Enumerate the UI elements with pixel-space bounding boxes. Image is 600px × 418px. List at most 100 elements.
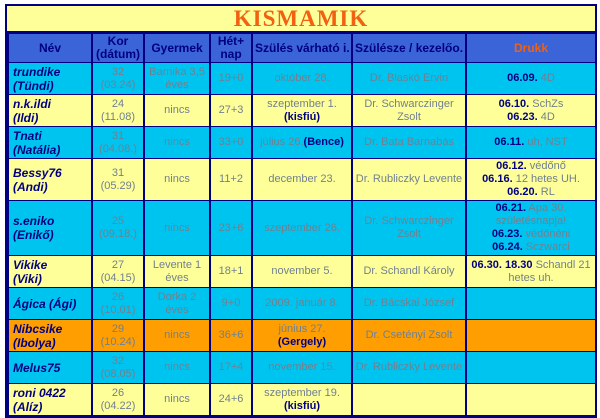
cell-text: (11.08) [100, 110, 136, 123]
column-header-szulesze: Szülésze / kezelőo. [351, 33, 467, 63]
cell-text: Tnati (Natália) [13, 128, 61, 157]
cell-text: (Ildi) [13, 110, 39, 125]
highlighted-text: 06.16. [482, 173, 513, 185]
cell-text: június 27. [278, 322, 326, 335]
cell-text: RL [537, 186, 555, 198]
child-cell: nincs [143, 319, 211, 352]
cell-text: n.k.ildi [13, 96, 52, 111]
drukk-cell: 06.21. Apa 30. születésnapja! 06.23. védő… [465, 200, 597, 256]
highlighted-text: (kisfiú) [283, 399, 321, 412]
child-cell: nincs [143, 158, 211, 201]
drukk-cell [465, 383, 597, 416]
child-cell: Barnika 3,5 éves [143, 62, 211, 95]
due-date-cell: szeptember 26. [251, 200, 353, 256]
column-header-kor: Kor (dátum) [91, 33, 145, 63]
child-cell: Dorka 2 éves [143, 287, 211, 320]
week-day-cell: 33+0 [209, 126, 253, 159]
kismamik-table: Név Kor (dátum) Gyermek Hét+ nap Szülés … [7, 33, 597, 416]
child-cell: nincs [143, 126, 211, 159]
table-row: Tnati (Natália) 31 (04.08.) nincs 33+0 július… [7, 126, 597, 159]
doctor-cell: Dr. Bácskai József [351, 287, 467, 320]
drukk-cell: 06.10. SchZs 06.23. 4D [465, 94, 597, 127]
table-row: Melus75 32 (08.05) nincs 17+4 november 15. Dr.… [7, 351, 597, 384]
name-cell: s.eniko (Enikő) [7, 200, 93, 256]
child-cell: nincs [143, 351, 211, 384]
cell-text: Schandl 21 hetes uh. [508, 258, 591, 284]
due-date-cell: 2009. január 8. [251, 287, 353, 320]
doctor-cell: Dr. Csetényi Zsolt [351, 319, 467, 352]
cell-text: Ágica (Ági) [13, 296, 77, 311]
name-cell: trundike (Tündi) [7, 62, 93, 95]
due-date-cell: június 27. (Gergely) [251, 319, 353, 352]
highlighted-text: 06.12. [496, 160, 527, 172]
cell-text: 26 [111, 290, 125, 303]
week-day-cell: 23+6 [209, 200, 253, 256]
cell-text: (09.18.) [99, 228, 137, 240]
highlighted-text: 06.20. [507, 186, 538, 198]
doctor-cell [351, 383, 467, 416]
highlighted-text: 06.23. [491, 228, 523, 240]
name-cell: Bessy76 (Andi) [7, 158, 93, 201]
doctor-cell: Dr. Schandl Károly [351, 255, 467, 288]
drukk-cell [465, 287, 597, 320]
age-date-cell: 31 (05.29) [91, 158, 145, 201]
cell-text: november 5. [271, 265, 333, 277]
age-date-cell: 27 (04.15) [91, 255, 145, 288]
table-body: trundike (Tündi) 32 (03.24) Barnika 3,5 éves… [7, 62, 597, 416]
name-cell: Vikike (Viki) [7, 255, 93, 288]
table-row: n.k.ildi (Ildi) 24 (11.08) nincs 27+3 szeptemb… [7, 94, 597, 127]
cell-text: (Alíz) [13, 399, 43, 414]
highlighted-text: (Bence) [303, 136, 344, 148]
cell-text: Vikike [13, 257, 48, 272]
age-date-cell: 31 (04.08.) [91, 126, 145, 159]
cell-text: Sczwarci [522, 241, 570, 253]
week-day-cell: 18+1 [209, 255, 253, 288]
cell-text: 29 [111, 322, 125, 335]
cell-text: 4D [537, 72, 555, 84]
cell-text: trundike [13, 64, 61, 79]
highlighted-text: 06.24. [492, 241, 523, 253]
child-cell: Levente 1 éves [143, 255, 211, 288]
cell-text: s.eniko [13, 214, 55, 228]
week-day-cell: 11+2 [209, 158, 253, 201]
table-row: Vikike (Viki) 27 (04.15) Levente 1 éves 18+1 n… [7, 255, 597, 288]
table-row: roni 0422 (Alíz) 26 (04.22) nincs 24+6 szeptem… [7, 383, 597, 416]
cell-text: szeptember 26. [264, 221, 340, 234]
column-header-nev: Név [7, 33, 93, 63]
child-cell: nincs [143, 200, 211, 256]
name-cell: Melus75 [7, 351, 93, 384]
cell-text: 25 [111, 215, 125, 227]
doctor-cell: Dr. Rubliczky Levente [351, 351, 467, 384]
cell-text: október 28. [274, 72, 330, 84]
drukk-cell [465, 351, 597, 384]
due-date-cell: november 15. [251, 351, 353, 384]
cell-text: Apa 30. születésnapja! [495, 202, 567, 227]
table-row: Nibcsike (Ibolya) 29 (10.24) nincs 36+6 június… [7, 319, 597, 352]
cell-text: roni 0422 [13, 385, 66, 400]
column-header-het-nap: Hét+ nap [209, 33, 253, 63]
drukk-cell: 06.30. 18.30 Schandl 21 hetes uh. [465, 255, 597, 288]
cell-text: 31 [111, 166, 125, 179]
table-header: Név Kor (dátum) Gyermek Hét+ nap Szülés … [7, 33, 597, 63]
cell-text: Melus75 [13, 360, 61, 375]
table-row: Ágica (Ági) 26 (10.01) Dorka 2 éves 9+0 2009.… [7, 287, 597, 320]
table-row: trundike (Tündi) 32 (03.24) Barnika 3,5 éves… [7, 62, 597, 95]
cell-text: 12 hetes UH. [512, 173, 580, 185]
cell-text: 2009. január 8. [265, 297, 339, 309]
age-date-cell: 32 (08.05) [91, 351, 145, 384]
column-header-drukk: Drukk [465, 33, 597, 63]
cell-text: 31 [111, 129, 125, 142]
column-header-szules-varhato: Szülés várható i. [251, 33, 353, 63]
age-date-cell: 29 (10.24) [91, 319, 145, 352]
week-day-cell: 27+3 [209, 94, 253, 127]
child-cell: nincs [143, 94, 211, 127]
cell-text: (Enikő) [13, 228, 54, 242]
due-date-cell: szeptember 19. (kisfiú) [251, 383, 353, 416]
header-row: Név Kor (dátum) Gyermek Hét+ nap Szülés … [7, 33, 597, 63]
cell-text: szeptember 19. [264, 386, 340, 399]
cell-text: (Tündi) [13, 78, 54, 93]
age-date-cell: 24 (11.08) [91, 94, 145, 127]
column-header-gyermek: Gyermek [143, 33, 211, 63]
name-cell: Tnati (Natália) [7, 126, 93, 159]
due-date-cell: október 28. [251, 62, 353, 95]
